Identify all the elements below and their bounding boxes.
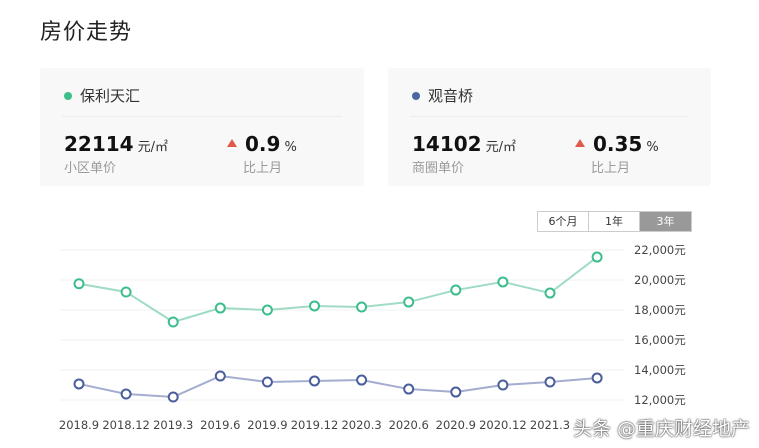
price-value: 14102 (412, 132, 482, 156)
x-tick-label: 2019.6 (200, 418, 240, 432)
x-tick-label: 2020.6 (389, 418, 429, 432)
data-point-marker[interactable] (403, 296, 415, 308)
data-point-marker[interactable] (544, 376, 556, 388)
price-unit: 元/㎡ (485, 140, 516, 155)
data-point-marker[interactable] (356, 301, 368, 313)
range-tab-3-years[interactable]: 3年 (640, 212, 691, 231)
watermark: 头条 @重庆财经地产 (573, 418, 751, 440)
range-tab-1-year[interactable]: 1年 (589, 212, 640, 231)
divider (62, 116, 342, 117)
data-point-marker[interactable] (309, 300, 320, 312)
price-unit: 元/㎡ (137, 140, 168, 155)
change-unit: % (646, 140, 659, 155)
chart-series (73, 251, 603, 403)
y-tick-label: 22,000元 (634, 243, 686, 257)
y-tick-label: 16,000元 (634, 333, 686, 347)
x-tick-label: 2019.3 (153, 418, 193, 432)
data-point-marker[interactable] (591, 372, 603, 384)
x-tick-label: 2019.12 (291, 418, 339, 432)
change-label: 比上月 (591, 161, 631, 176)
district-price-card: 观音桥 14102 元/㎡ 商圈单价 0.35 % 比上月 (388, 68, 711, 186)
x-tick-label: 2018.12 (102, 418, 150, 432)
time-range-selector: 6个月 1年 3年 (537, 211, 692, 232)
x-tick-label: 2021.3 (530, 418, 570, 432)
legend-dot-icon (64, 91, 72, 100)
data-point-marker[interactable] (261, 304, 273, 316)
x-tick-label: 2020.3 (341, 418, 381, 432)
series-line (78, 256, 598, 324)
community-price-card: 保利天汇 22114 元/㎡ 小区单价 0.9 % 比上月 (40, 68, 364, 186)
series-line (78, 374, 598, 399)
data-point-marker[interactable] (120, 388, 132, 400)
change-unit: % (284, 140, 297, 155)
price-label: 商圈单价 (412, 161, 465, 176)
y-tick-label: 14,000元 (634, 363, 686, 377)
y-tick-label: 20,000元 (634, 273, 686, 287)
range-tab-6-months[interactable]: 6个月 (538, 212, 589, 231)
price-value: 22114 (64, 132, 134, 156)
data-point-marker[interactable] (497, 379, 509, 391)
month-change: 0.35 % (575, 132, 659, 156)
change-value: 0.9 (245, 132, 281, 156)
data-point-marker[interactable] (450, 284, 462, 296)
data-point-marker[interactable] (214, 370, 226, 382)
month-change: 0.9 % (227, 132, 297, 156)
unit-price: 14102 元/㎡ (412, 132, 516, 156)
unit-price: 22114 元/㎡ (64, 132, 168, 156)
x-axis-labels: 2018.9 2018.12 2019.3 2019.6 2019.9 2019.12 20… (59, 418, 570, 432)
data-point-marker[interactable] (214, 302, 226, 314)
community-name: 保利天汇 (80, 87, 141, 105)
chart-gridlines (60, 249, 625, 401)
data-point-marker[interactable] (120, 286, 132, 298)
data-point-marker[interactable] (356, 374, 368, 386)
card-header: 保利天汇 (64, 85, 140, 106)
y-tick-label: 12,000元 (634, 393, 686, 407)
x-tick-label: 2019.9 (247, 418, 287, 432)
page-title: 房价走势 (40, 20, 133, 45)
district-name: 观音桥 (428, 87, 474, 105)
x-tick-label: 2020.9 (436, 418, 476, 432)
change-label: 比上月 (243, 161, 283, 176)
data-point-marker[interactable] (73, 278, 85, 290)
card-header: 观音桥 (412, 85, 473, 106)
data-point-marker[interactable] (591, 251, 603, 263)
data-point-marker[interactable] (309, 375, 320, 387)
x-tick-label: 2018.9 (59, 418, 99, 432)
data-point-marker[interactable] (73, 378, 85, 390)
data-point-marker[interactable] (544, 287, 556, 299)
data-point-marker[interactable] (450, 386, 462, 398)
data-point-marker[interactable] (261, 376, 273, 388)
x-tick-label: 2020.12 (479, 418, 527, 432)
y-tick-label: 18,000元 (634, 303, 686, 317)
legend-dot-icon (412, 91, 420, 100)
up-triangle-icon (227, 139, 237, 147)
data-point-marker[interactable] (167, 316, 179, 328)
change-value: 0.35 (593, 132, 643, 156)
price-label: 小区单价 (64, 161, 117, 176)
y-axis-labels: 22,000元 20,000元 18,000元 16,000元 14,000元 12,00… (634, 243, 686, 407)
data-point-marker[interactable] (167, 391, 179, 403)
up-triangle-icon (575, 139, 585, 147)
data-point-marker[interactable] (497, 276, 509, 288)
divider (410, 116, 689, 117)
data-point-marker[interactable] (403, 383, 415, 395)
